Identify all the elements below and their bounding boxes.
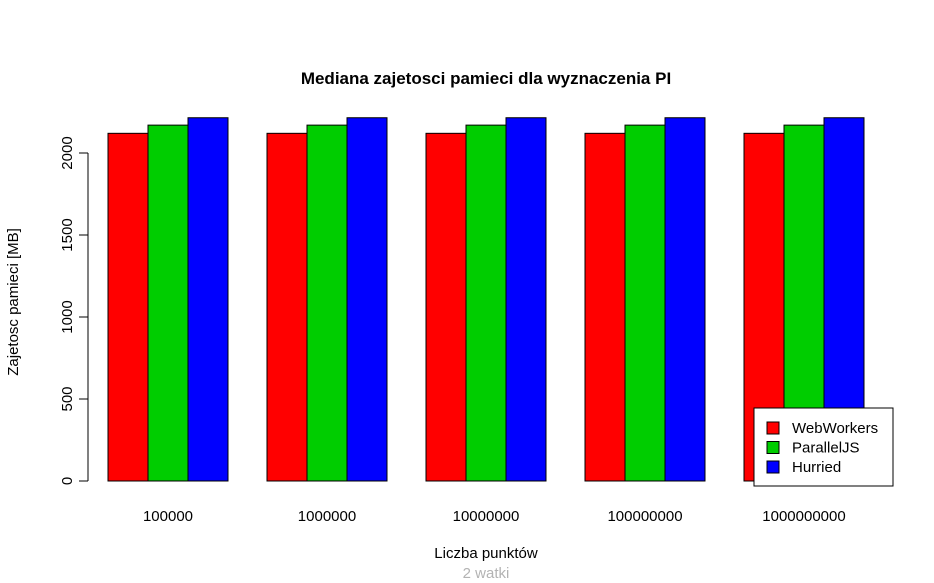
y-tick-label: 1000 xyxy=(59,300,76,333)
y-tick-label: 2000 xyxy=(59,136,76,169)
x-tick-label: 100000000 xyxy=(607,508,682,525)
bars-group xyxy=(107,117,865,482)
y-axis: 0 500 1000 1500 2000 xyxy=(59,136,89,485)
bar-webworkers xyxy=(425,132,467,482)
bar-paralleljs xyxy=(306,124,348,482)
chart-subtitle: 2 watki xyxy=(463,565,510,582)
bar-paralleljs xyxy=(147,124,189,482)
legend-swatch xyxy=(766,460,780,474)
x-tick-labels: 100000 1000000 10000000 100000000 1000000000 xyxy=(143,508,846,525)
legend-label: ParallelJS xyxy=(792,440,860,457)
y-tick-label: 500 xyxy=(59,386,76,411)
x-tick-label: 1000000 xyxy=(298,508,356,525)
x-tick-label: 1000000000 xyxy=(762,508,845,525)
bar-webworkers xyxy=(266,132,308,482)
y-tick-label: 1500 xyxy=(59,218,76,251)
bar-hurried xyxy=(505,117,547,482)
bar-hurried xyxy=(664,117,706,482)
legend-swatch xyxy=(766,421,780,435)
legend-swatch xyxy=(766,441,780,454)
bar-paralleljs xyxy=(465,124,507,482)
y-axis-label: Zajetosc pamieci [MB] xyxy=(5,228,22,376)
chart-title: Mediana zajetosci pamieci dla wyznaczeni… xyxy=(301,69,671,88)
bar-hurried xyxy=(187,117,229,482)
bar-hurried xyxy=(346,117,388,482)
x-axis-label: Liczba punktów xyxy=(434,545,538,562)
legend-label: WebWorkers xyxy=(792,420,878,437)
x-tick-label: 10000000 xyxy=(453,508,520,525)
x-tick-label: 100000 xyxy=(143,508,193,525)
bar-webworkers xyxy=(584,132,626,482)
bar-paralleljs xyxy=(624,124,666,482)
y-tick-label: 0 xyxy=(59,477,76,485)
legend-label: Hurried xyxy=(792,459,841,476)
bar-webworkers xyxy=(107,132,149,482)
legend: WebWorkers ParallelJS Hurried xyxy=(753,407,894,487)
